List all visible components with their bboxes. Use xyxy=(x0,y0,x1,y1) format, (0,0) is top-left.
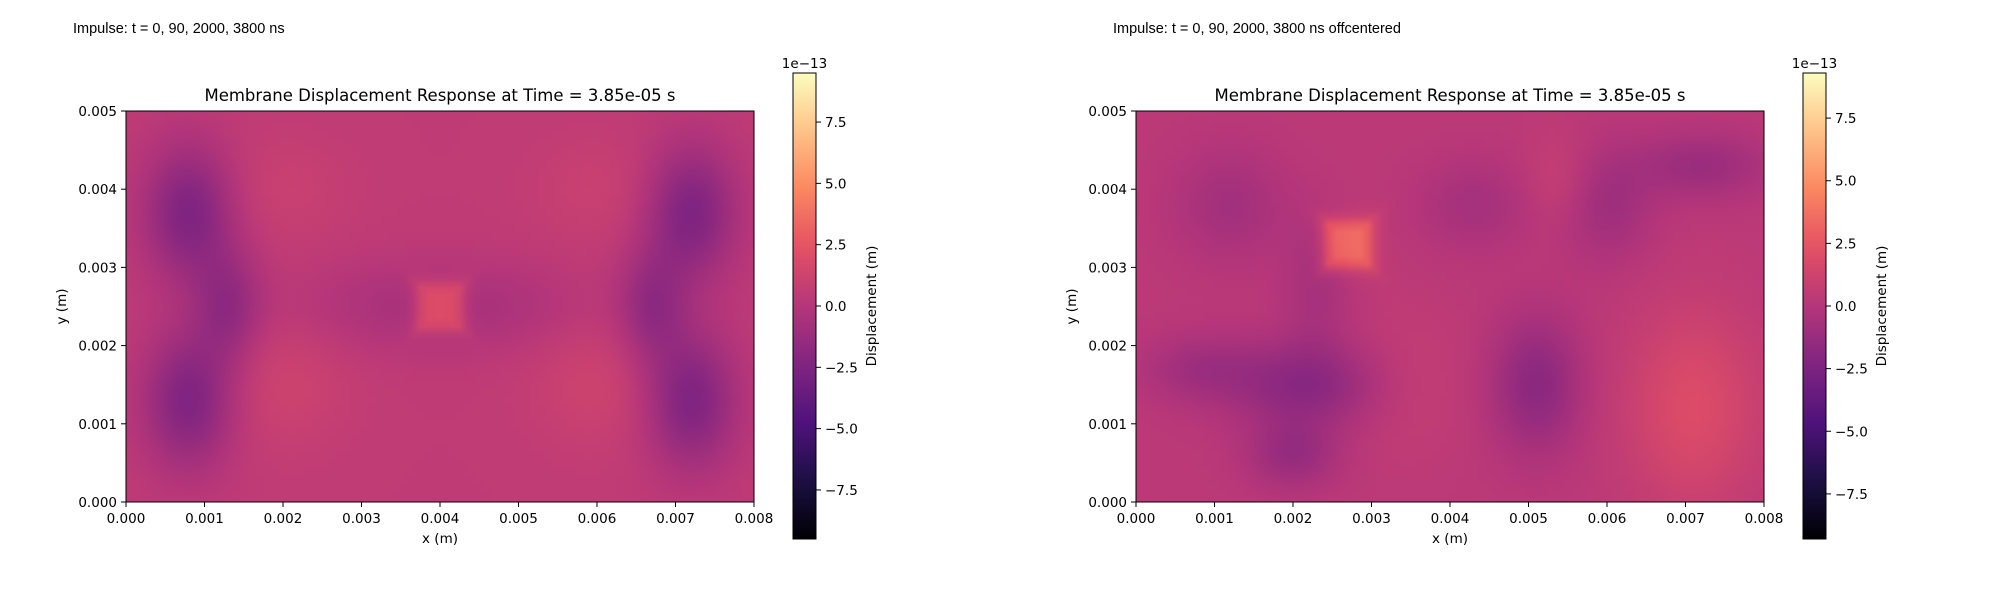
colorbar xyxy=(1802,72,1827,540)
colorbar-offset-text: 1e−13 xyxy=(1792,56,1837,72)
left-heatmap-chart: Membrane Displacement Response at Time =… xyxy=(54,56,880,547)
y-tick-label: 0.000 xyxy=(78,495,117,511)
colorbar-tick-label: −5.0 xyxy=(1835,424,1868,440)
colorbar-tick-label: −2.5 xyxy=(1835,362,1868,378)
right-heatmap-chart: Membrane Displacement Response at Time =… xyxy=(1064,56,1890,547)
x-tick-label: 0.003 xyxy=(342,511,381,527)
heatmap-image xyxy=(126,111,754,502)
x-tick-label: 0.008 xyxy=(735,511,774,527)
colorbar-tick-label: 0.0 xyxy=(825,299,846,315)
y-tick-label: 0.003 xyxy=(1088,260,1127,276)
right-caption: Impulse: t = 0, 90, 2000, 3800 ns offcen… xyxy=(1113,21,1401,37)
colorbar-tick-label: 5.0 xyxy=(1835,174,1856,190)
x-tick-label: 0.001 xyxy=(185,511,224,527)
heatmap-image xyxy=(1136,111,1764,502)
x-tick-label: 0.003 xyxy=(1352,511,1391,527)
colorbar-tick-label: 7.5 xyxy=(825,115,846,131)
colorbar-label: Displacement (m) xyxy=(1874,246,1890,367)
chart-title: Membrane Displacement Response at Time =… xyxy=(1214,86,1685,105)
x-axis-label: x (m) xyxy=(1432,531,1468,547)
colorbar-tick-label: −2.5 xyxy=(825,360,858,376)
y-tick-label: 0.004 xyxy=(78,182,117,198)
x-tick-label: 0.005 xyxy=(499,511,538,527)
y-tick-label: 0.004 xyxy=(1088,182,1127,198)
colorbar-tick-label: 0.0 xyxy=(1835,299,1856,315)
colorbar-offset-text: 1e−13 xyxy=(782,56,827,72)
left-figure: Impulse: t = 0, 90, 2000, 3800 ns Membra… xyxy=(54,21,880,547)
x-tick-label: 0.000 xyxy=(1117,511,1156,527)
colorbar xyxy=(792,72,817,540)
y-tick-label: 0.001 xyxy=(78,417,117,433)
colorbar-tick-label: 2.5 xyxy=(825,238,846,254)
x-tick-label: 0.000 xyxy=(107,511,146,527)
y-axis-label: y (m) xyxy=(54,289,70,325)
x-tick-label: 0.004 xyxy=(421,511,460,527)
x-tick-label: 0.008 xyxy=(1745,511,1784,527)
colorbar-tick-label: 5.0 xyxy=(825,176,846,192)
x-tick-label: 0.001 xyxy=(1195,511,1234,527)
y-tick-label: 0.000 xyxy=(1088,495,1127,511)
x-axis-label: x (m) xyxy=(422,531,458,547)
x-tick-label: 0.007 xyxy=(656,511,695,527)
colorbar-tick-label: −5.0 xyxy=(825,422,858,438)
y-tick-label: 0.001 xyxy=(1088,417,1127,433)
y-tick-label: 0.002 xyxy=(1088,339,1127,355)
x-tick-label: 0.004 xyxy=(1431,511,1470,527)
x-tick-label: 0.007 xyxy=(1666,511,1705,527)
x-tick-label: 0.006 xyxy=(578,511,617,527)
colorbar-tick-label: 7.5 xyxy=(1835,111,1856,127)
x-tick-label: 0.002 xyxy=(1274,511,1313,527)
y-axis-label: y (m) xyxy=(1064,289,1080,325)
right-figure: Impulse: t = 0, 90, 2000, 3800 ns offcen… xyxy=(1010,0,2000,600)
y-tick-label: 0.005 xyxy=(1088,104,1127,120)
colorbar-label: Displacement (m) xyxy=(864,246,880,367)
y-tick-label: 0.003 xyxy=(78,260,117,276)
x-tick-label: 0.002 xyxy=(264,511,303,527)
x-tick-label: 0.005 xyxy=(1509,511,1548,527)
x-tick-label: 0.006 xyxy=(1588,511,1627,527)
colorbar-tick-label: −7.5 xyxy=(1835,487,1868,503)
y-tick-label: 0.002 xyxy=(78,339,117,355)
y-tick-label: 0.005 xyxy=(78,104,117,120)
left-caption: Impulse: t = 0, 90, 2000, 3800 ns xyxy=(73,21,285,37)
colorbar-tick-label: 2.5 xyxy=(1835,236,1856,252)
colorbar-tick-label: −7.5 xyxy=(825,483,858,499)
chart-title: Membrane Displacement Response at Time =… xyxy=(204,86,675,105)
